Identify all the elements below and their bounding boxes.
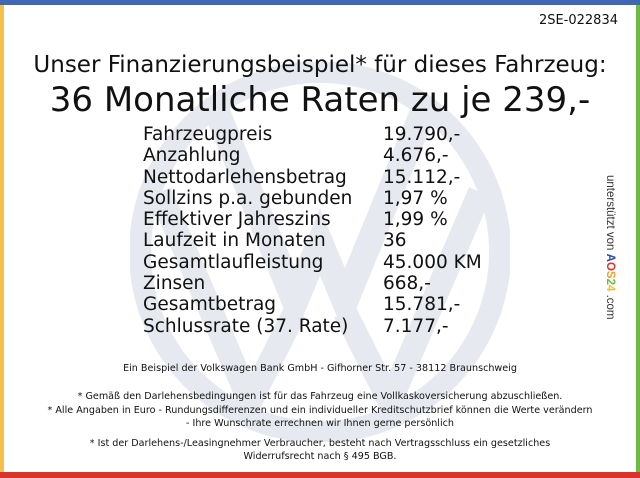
footnote-euro: * Alle Angaben in Euro - Rundungsdiffere…: [47, 405, 593, 429]
top-border: [0, 0, 640, 5]
row-value: 36: [383, 230, 407, 252]
row-label: Fahrzeugpreis: [143, 124, 273, 145]
table-row: Zinsen 668,-: [143, 273, 503, 294]
supported-by-text: unterstützt von: [604, 175, 616, 251]
table-row: Schlussrate (37. Rate) 7.177,-: [143, 316, 503, 337]
brand-letter: 4: [604, 284, 616, 292]
row-value: 4.676,-: [383, 145, 449, 167]
row-label: Gesamtlaufleistung: [143, 251, 324, 273]
table-row: Sollzins p.a. gebunden 1,97 %: [143, 188, 503, 209]
brand-letter: A: [604, 253, 616, 262]
table-row: Gesamtlaufleistung 45.000 KM: [143, 252, 503, 273]
reference-number: 2SE-022834: [538, 13, 618, 28]
row-label: Anzahlung: [143, 145, 241, 167]
row-value: 15.781,-: [383, 294, 461, 316]
row-label: Laufzeit in Monaten: [143, 230, 326, 252]
rate-headline: 36 Monatliche Raten zu je 239,-: [49, 80, 591, 120]
row-value: 45.000 KM: [383, 251, 482, 273]
table-row: Laufzeit in Monaten 36: [143, 230, 503, 251]
row-value: 19.790,-: [383, 124, 461, 145]
row-label: Schlussrate (37. Rate): [143, 315, 349, 337]
vw-logo-watermark: [130, 62, 510, 442]
row-value: 1,97 %: [383, 187, 448, 209]
footnote-withdrawal: * Ist der Darlehens-/Leasingnehmer Verbr…: [89, 438, 551, 462]
bottom-border: [0, 472, 640, 478]
table-row: Gesamtbetrag 15.781,-: [143, 294, 503, 315]
bank-info: Ein Beispiel der Volkswagen Bank GmbH - …: [123, 363, 517, 374]
page-title: Unser Finanzierungsbeispiel* für dieses …: [33, 52, 607, 78]
row-value: 668,-: [383, 273, 431, 295]
aos24-logo[interactable]: AOS24: [604, 254, 616, 292]
brand-letter: O: [604, 261, 616, 271]
brand-suffix: .com: [604, 294, 616, 320]
row-label: Sollzins p.a. gebunden: [143, 187, 353, 209]
table-row: Fahrzeugpreis 19.790,-: [143, 124, 503, 145]
row-label: Gesamtbetrag: [143, 294, 277, 316]
brand-letter: S: [604, 270, 616, 279]
row-value: 15.112,-: [383, 166, 461, 188]
right-border: [636, 5, 640, 472]
row-value: 7.177,-: [383, 315, 449, 337]
row-value: 1,99 %: [383, 209, 448, 231]
financing-table: Fahrzeugpreis 19.790,- Anzahlung 4.676,- Net…: [143, 124, 503, 337]
footnote-insurance: * Gemäß den Darlehensbedingungen ist für…: [77, 391, 563, 402]
row-label: Effektiver Jahreszins: [143, 209, 331, 231]
left-border: [0, 5, 4, 472]
row-label: Zinsen: [143, 273, 206, 295]
table-row: Nettodarlehensbetrag 15.112,-: [143, 167, 503, 188]
supported-by: unterstützt von AOS24 .com: [604, 175, 616, 320]
table-row: Anzahlung 4.676,-: [143, 145, 503, 166]
brand-letter: 2: [604, 278, 616, 285]
row-label: Nettodarlehensbetrag: [143, 166, 347, 188]
table-row: Effektiver Jahreszins 1,99 %: [143, 209, 503, 230]
